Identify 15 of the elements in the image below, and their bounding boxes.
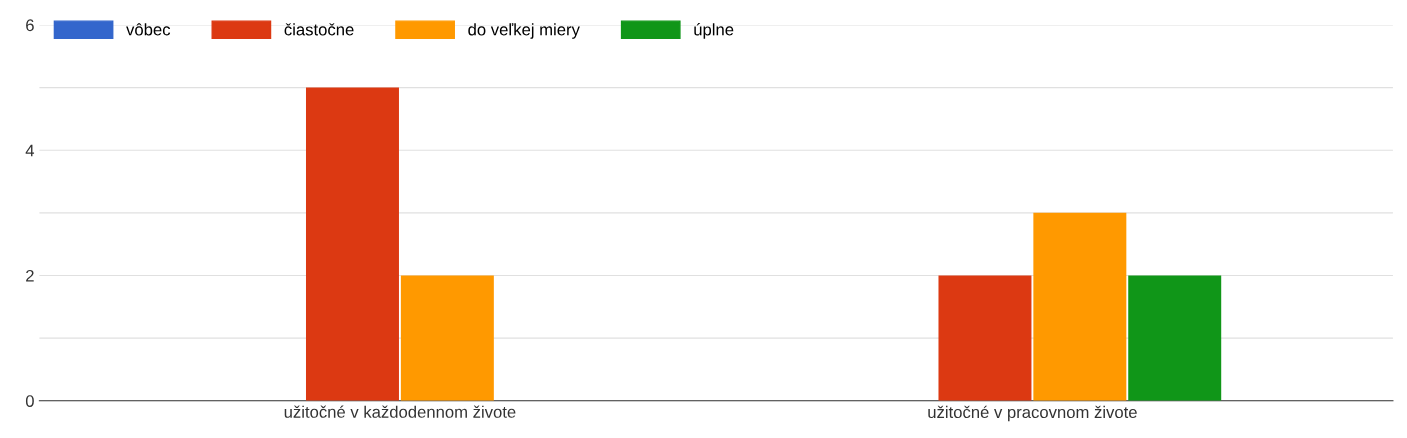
x-tick-label: užitočné v pracovnom živote	[928, 405, 1137, 422]
bar	[938, 275, 1032, 401]
legend-label: čiastočne	[284, 23, 354, 36]
y-tick-label: 2	[26, 269, 34, 282]
y-tick-label: 0	[25, 395, 34, 407]
y-tick-label: 6	[26, 19, 34, 32]
y-tick-label: 4	[25, 144, 35, 157]
legend-label: do veľkej miery	[468, 23, 580, 39]
bar	[305, 87, 399, 401]
bar	[1128, 275, 1222, 401]
x-tick-label: užitočné v každodennom živote	[284, 405, 516, 418]
bar	[400, 275, 494, 401]
legend-label: vôbec	[126, 23, 171, 36]
legend-label: úplne	[694, 23, 734, 39]
bar	[1033, 212, 1127, 401]
